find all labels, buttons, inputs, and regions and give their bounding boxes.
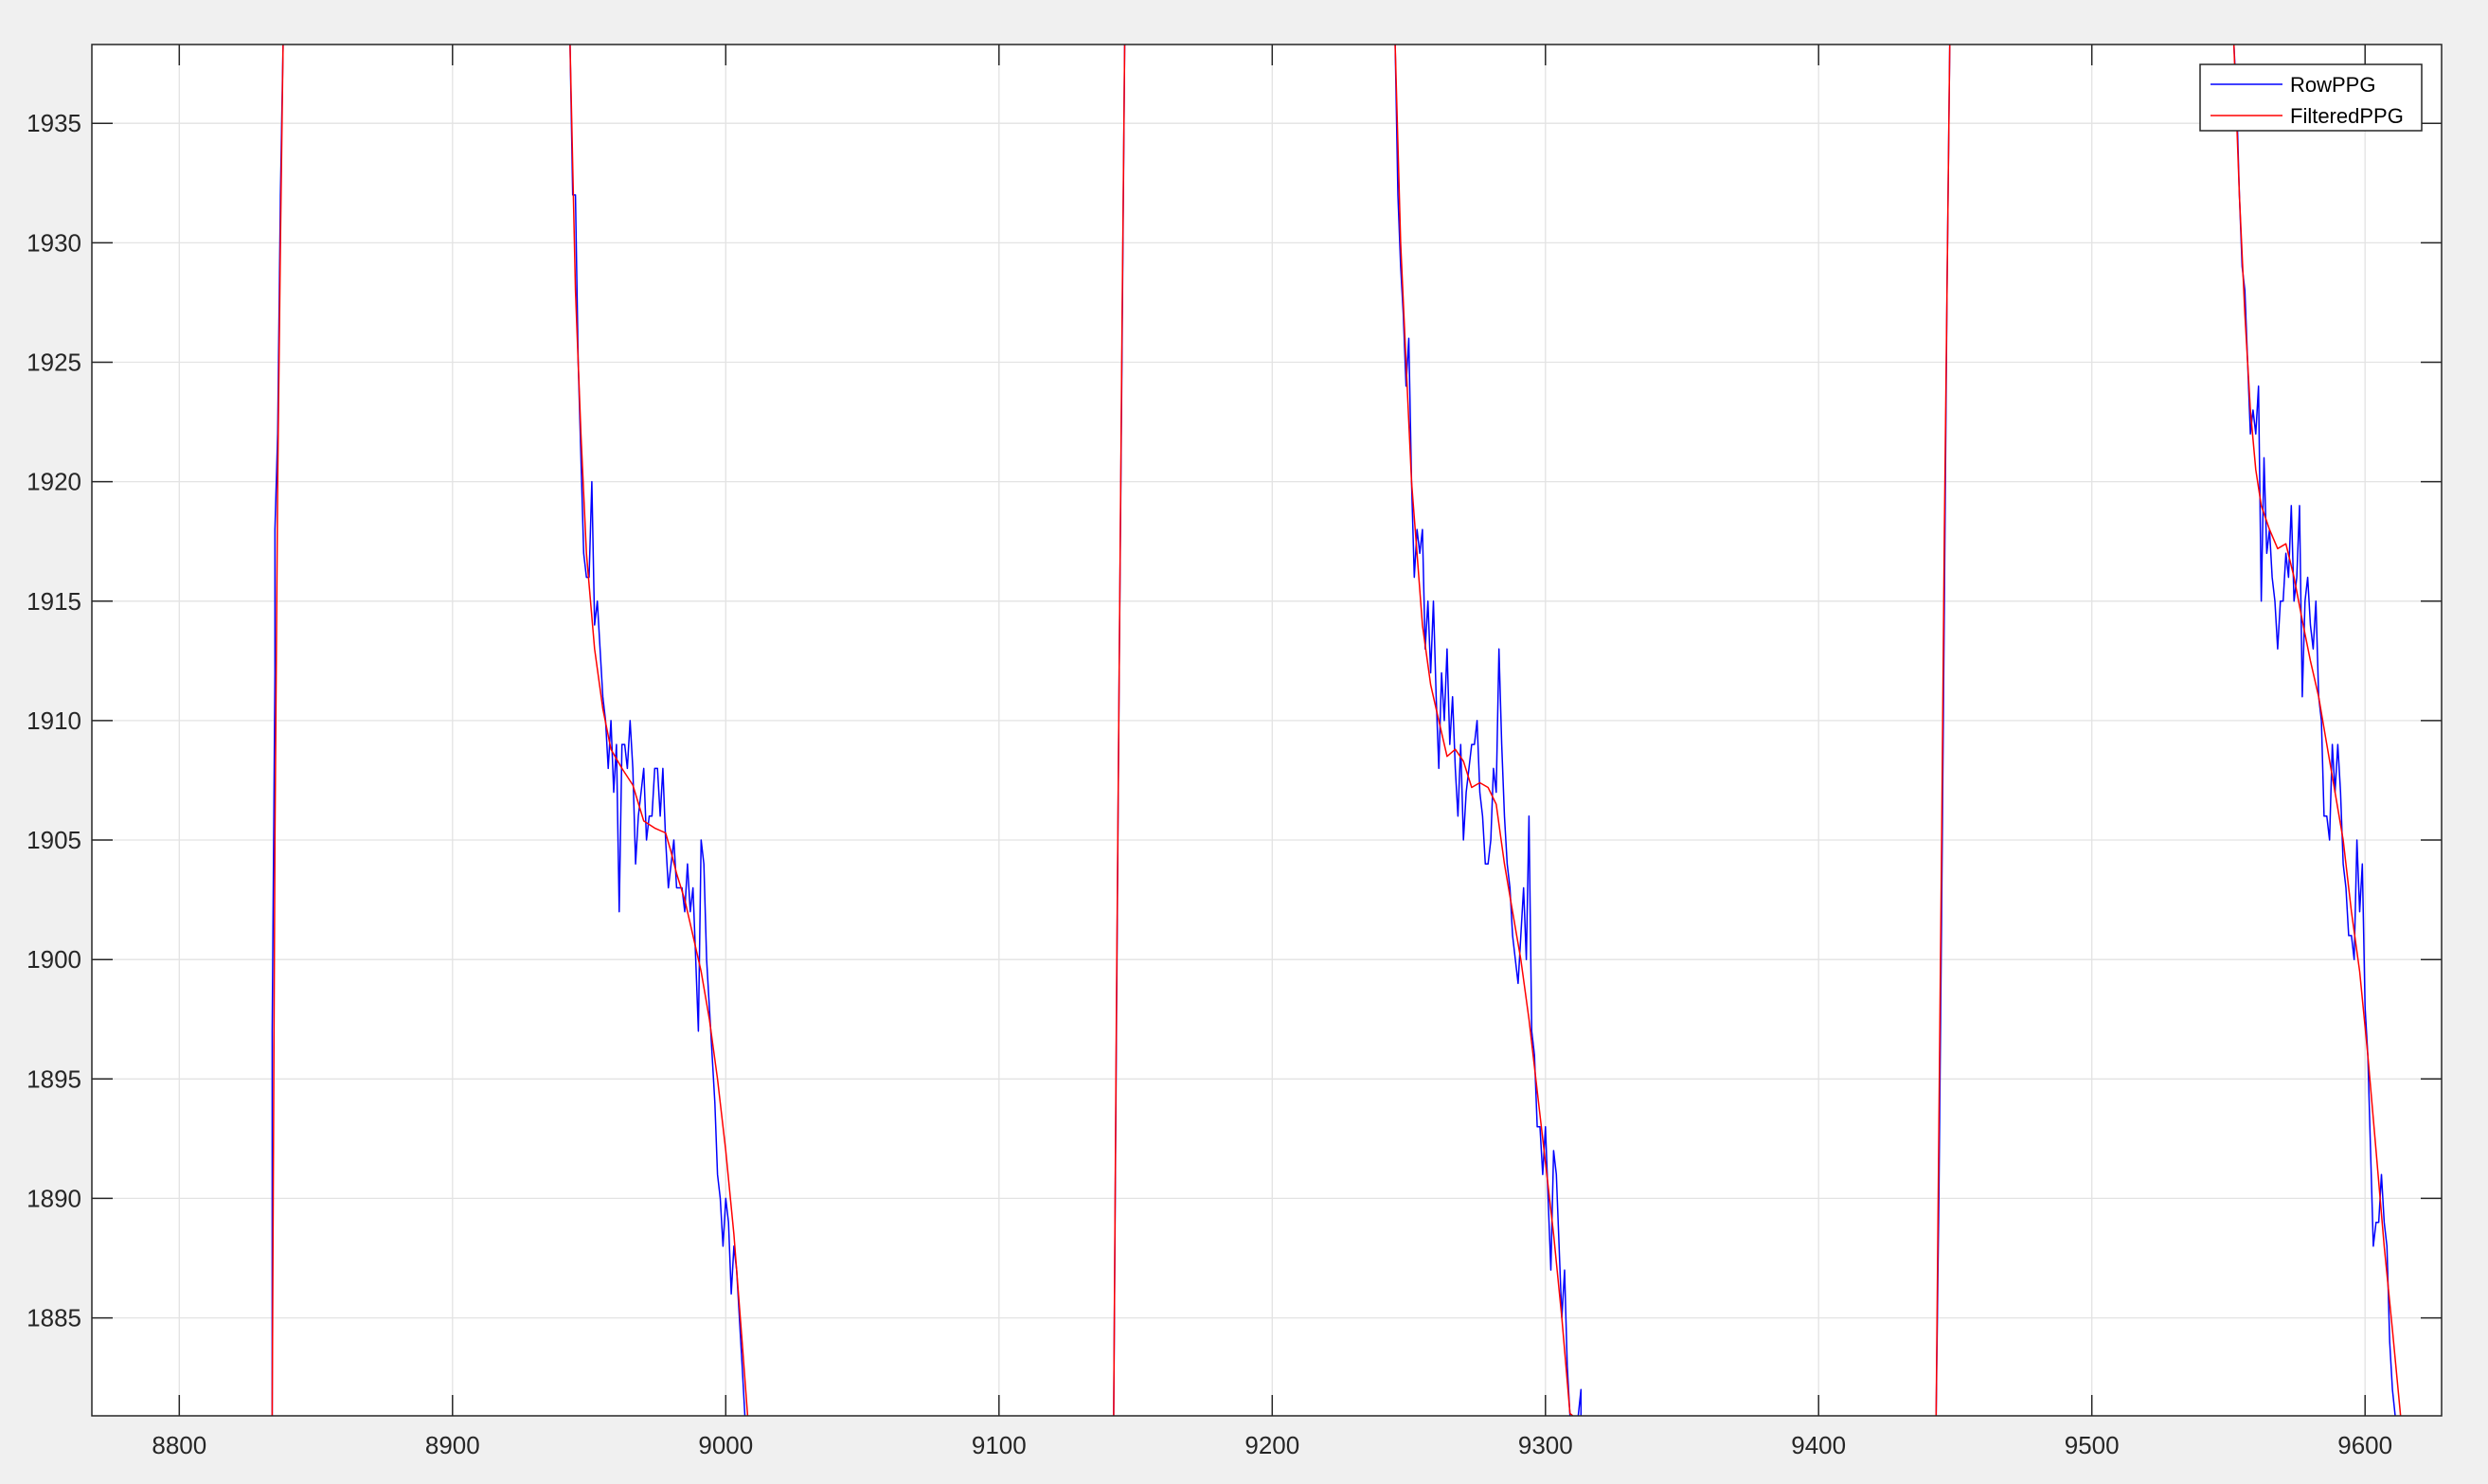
axis-ticks (92, 45, 2442, 1416)
y-tick-label: 1910 (27, 706, 81, 735)
series-line-filteredppg (271, 45, 284, 1416)
legend-label-filteredppg: FilteredPPG (2290, 104, 2404, 128)
legend-label-rowppg: RowPPG (2290, 73, 2375, 97)
y-tick-label: 1915 (27, 587, 81, 616)
x-tick-label: 9300 (1518, 1431, 1573, 1459)
series-line-rowppg (569, 45, 746, 1416)
y-tick-label: 1890 (27, 1184, 81, 1212)
x-tick-label: 9500 (2065, 1431, 2120, 1459)
x-tick-label: 9600 (2337, 1431, 2392, 1459)
legend-box (2199, 63, 2423, 132)
y-tick-labels: 1885 1890 1895 1900 1905 1910 1915 1920 1925 1930… (27, 109, 81, 1332)
y-tick-label: 1925 (27, 349, 81, 377)
x-tick-label: 9400 (1791, 1431, 1846, 1459)
y-tick-label: 1895 (27, 1064, 81, 1093)
series-line-rowppg (2232, 45, 2396, 1416)
x-tick-labels: 8800 8900 9000 9100 9200 9300 9400 9500 9600 (152, 1431, 2392, 1459)
series-line-rowppg (1394, 45, 1571, 1416)
y-tick-label: 1935 (27, 109, 81, 137)
x-tick-label: 8800 (152, 1431, 206, 1459)
legend: RowPPG FilteredPPG (2199, 63, 2423, 132)
series-line-rowppg (1577, 1388, 1583, 1416)
x-tick-label: 8900 (425, 1431, 480, 1459)
y-tick-label: 1930 (27, 228, 81, 257)
plot-lines (271, 45, 2402, 1416)
x-tick-label: 9000 (698, 1431, 753, 1459)
series-line-filteredppg (569, 45, 749, 1416)
x-tick-label: 9200 (1244, 1431, 1299, 1459)
y-tick-label: 1885 (27, 1304, 81, 1332)
axes-box (91, 44, 2443, 1417)
series-line-filteredppg (1113, 45, 1126, 1416)
axes-background (92, 45, 2442, 1416)
grid (92, 45, 2442, 1416)
series-line-filteredppg (1394, 45, 1574, 1416)
y-tick-label: 1905 (27, 826, 81, 854)
series-line-filteredppg (2232, 45, 2402, 1416)
series-line-filteredppg (1935, 45, 1951, 1416)
y-tick-label: 1900 (27, 945, 81, 974)
y-tick-label: 1920 (27, 468, 81, 496)
x-tick-label: 9100 (972, 1431, 1027, 1459)
